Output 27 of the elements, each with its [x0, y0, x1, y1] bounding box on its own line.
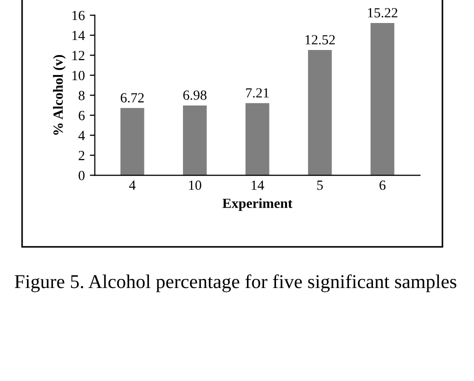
y-tick-label: 6 [78, 110, 85, 120]
data-label: 6.72 [120, 93, 144, 103]
y-tick-label: 12 [72, 50, 84, 60]
data-label: 7.21 [246, 88, 269, 98]
x-tick-label: 10 [189, 180, 202, 190]
x-axis-title: Experiment [222, 198, 292, 211]
y-tick-label: 2 [78, 150, 84, 160]
x-tick-label: 4 [129, 180, 136, 190]
y-axis-title: % Alcohol (v) [53, 54, 66, 135]
bar [182, 105, 207, 176]
bar [120, 108, 144, 176]
y-tick-label: 4 [78, 130, 85, 140]
y-tick-label: 16 [72, 10, 85, 20]
y-tick-label: 8 [78, 90, 85, 100]
y-tick-label: 0 [78, 170, 85, 180]
y-tick-label: 10 [72, 70, 85, 80]
x-tick-label: 14 [252, 180, 264, 190]
bar [370, 23, 394, 176]
caption: Figure 5. Alcohol percentage for five significant samples [14, 274, 456, 292]
data-label: 15.22 [368, 8, 398, 18]
bar [308, 50, 332, 176]
y-tick-label: 14 [72, 30, 85, 40]
data-label: 6.98 [183, 90, 206, 100]
x-tick-label: 5 [317, 180, 323, 190]
bar [246, 103, 270, 176]
data-label: 12.52 [306, 35, 335, 45]
x-tick-label: 6 [380, 180, 386, 190]
